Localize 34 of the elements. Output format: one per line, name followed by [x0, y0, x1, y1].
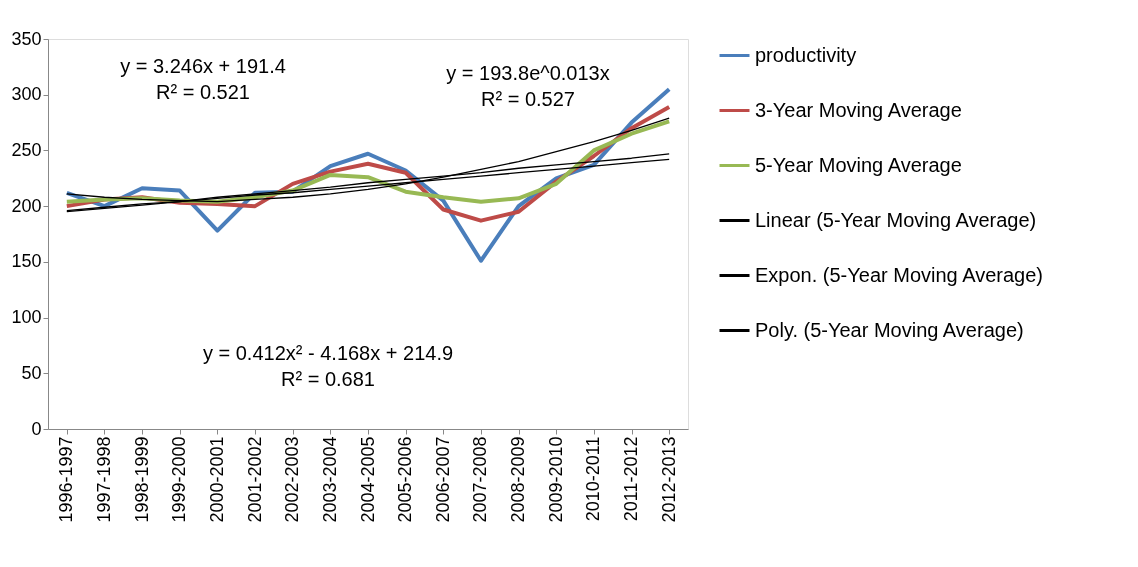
x-tick-label: 2011-2012	[621, 436, 642, 522]
y-tick-label: 300	[11, 84, 42, 105]
y-tick-label: 0	[31, 418, 42, 439]
x-tick-label: 1998-1999	[131, 436, 152, 523]
legend-label: Poly. (5-Year Moving Average)	[755, 318, 1024, 341]
y-tick-label: 200	[11, 195, 42, 216]
y-tick-label: 350	[11, 28, 42, 49]
y-tick-label: 50	[21, 362, 42, 383]
x-tick-label: 1999-2000	[169, 436, 190, 523]
x-tick-label: 1997-1998	[93, 436, 114, 523]
x-tick-label: 2002-2003	[282, 436, 303, 523]
x-tick-label: 2001-2002	[244, 436, 265, 523]
legend-label: 3-Year Moving Average	[755, 98, 962, 121]
x-tick-label: 2003-2004	[319, 436, 340, 523]
x-tick-label: 2005-2006	[395, 436, 416, 523]
x-tick-label: 2008-2009	[508, 436, 529, 523]
annotation: y = 3.246x + 191.4 R² = 0.521	[120, 55, 286, 103]
legend-label: Expon. (5-Year Moving Average)	[755, 263, 1043, 286]
x-tick-label: 1996-1997	[56, 436, 77, 523]
x-tick-label: 2009-2010	[545, 436, 566, 523]
x-tick-label: 2007-2008	[470, 436, 491, 523]
y-tick-label: 100	[11, 307, 42, 328]
x-tick-label: 2000-2001	[206, 436, 227, 523]
annotation: y = 0.412x² - 4.168x + 214.9 R² = 0.681	[202, 342, 454, 390]
y-tick-label: 150	[11, 251, 42, 272]
legend-label: Linear (5-Year Moving Average)	[755, 208, 1037, 231]
legend-label: productivity	[755, 43, 857, 66]
x-tick-label: 2010-2011	[583, 436, 604, 522]
x-tick-label: 2006-2007	[432, 436, 453, 523]
annotation: y = 193.8e^0.013x R² = 0.527	[446, 62, 610, 110]
y-tick-label: 250	[11, 139, 42, 160]
x-tick-label: 2004-2005	[357, 436, 378, 523]
x-tick-label: 2012-2013	[658, 436, 679, 523]
legend-label: 5-Year Moving Average	[755, 153, 962, 176]
